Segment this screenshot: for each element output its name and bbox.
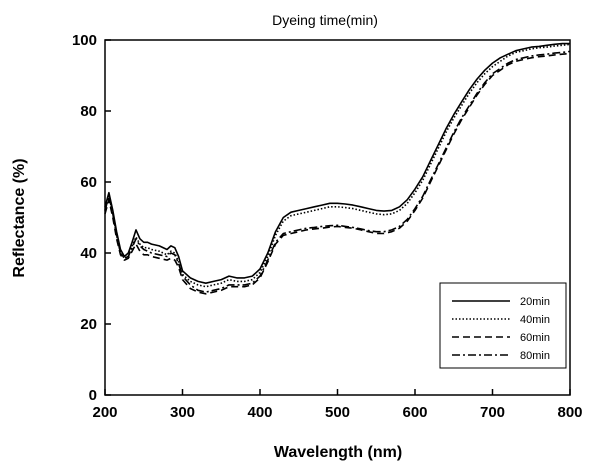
y-tick-label: 100 <box>72 32 97 49</box>
x-tick-label: 300 <box>170 404 195 421</box>
x-axis-label: Wavelength (nm) <box>274 444 402 461</box>
y-tick-label: 0 <box>89 387 97 404</box>
y-axis: 0 20 40 60 80 100 <box>72 32 111 404</box>
x-tick-label: 600 <box>402 404 427 421</box>
y-tick-label: 80 <box>80 103 97 120</box>
y-axis-label: Reflectance (%) <box>11 158 28 277</box>
chart-title: Dyeing time(min) <box>272 12 378 28</box>
x-tick-label: 400 <box>247 404 272 421</box>
y-tick-label: 40 <box>80 245 97 262</box>
y-tick-label: 20 <box>80 316 97 333</box>
legend: 20min 40min 60min 80min <box>439 282 567 369</box>
legend-label: 40min <box>520 314 550 326</box>
legend-label: 60min <box>520 332 550 344</box>
series-line-60min <box>104 52 571 295</box>
x-tick-label: 200 <box>92 404 117 421</box>
x-tick-label: 500 <box>325 404 350 421</box>
series-line-40min <box>104 43 571 288</box>
x-tick-label: 800 <box>557 404 582 421</box>
series-layer <box>104 42 571 295</box>
x-tick-label: 700 <box>480 404 505 421</box>
x-axis: 200 300 400 500 600 700 800 <box>92 389 583 421</box>
series-line-20min <box>104 42 570 285</box>
legend-items: 20min 40min 60min 80min <box>452 296 550 362</box>
legend-box <box>439 282 567 369</box>
y-tick-label: 60 <box>80 174 97 191</box>
legend-label: 80min <box>520 350 550 362</box>
series-line-80min <box>104 50 571 293</box>
legend-label: 20min <box>520 296 550 308</box>
